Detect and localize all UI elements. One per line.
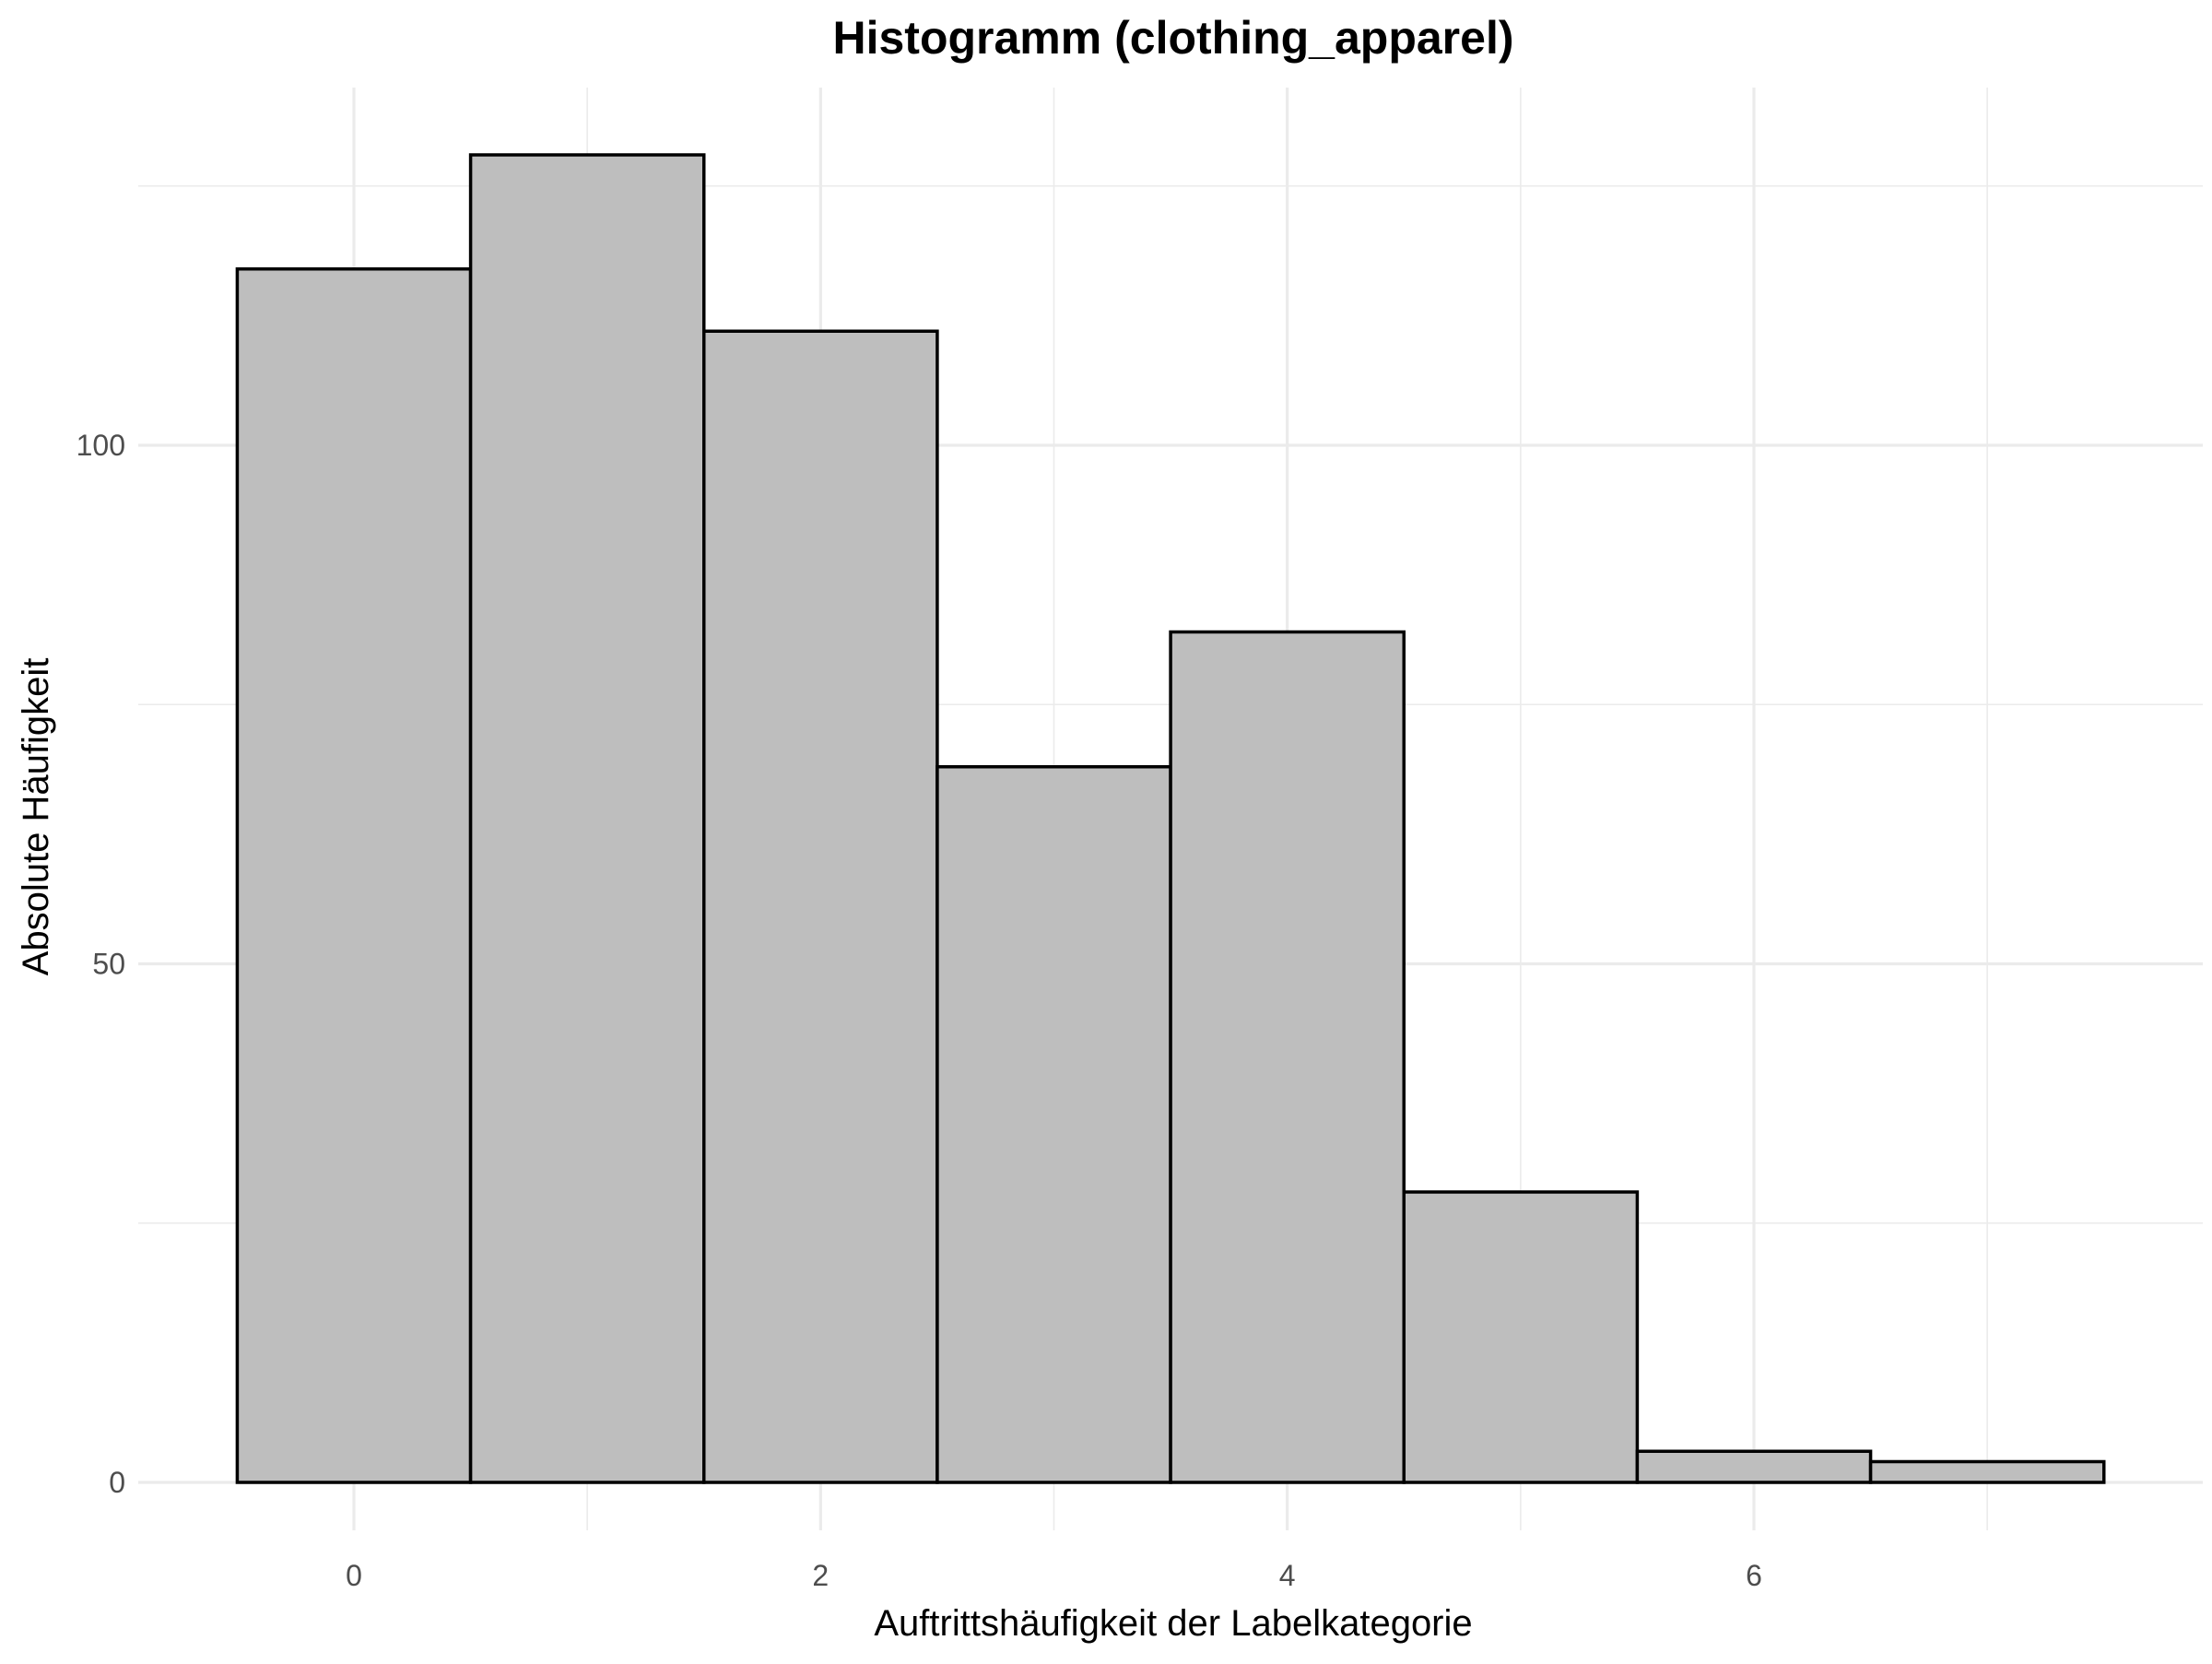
x-tick-label: 2	[812, 1559, 829, 1592]
histogram-bar	[1402, 1190, 1640, 1484]
histogram-bar	[1169, 630, 1406, 1484]
x-axis-title: Auftrittshäufigkeit der Labelkategorie	[874, 1603, 1472, 1644]
x-tick-label: 0	[346, 1559, 362, 1592]
histogram-bar	[235, 267, 473, 1484]
histogram-bar	[1635, 1449, 1873, 1484]
histogram-bar	[1868, 1459, 2106, 1484]
histogram-bar	[468, 153, 706, 1484]
histogram-bar	[702, 329, 939, 1484]
x-tick-label: 6	[1746, 1559, 1762, 1592]
y-tick-label: 50	[92, 948, 125, 981]
y-tick-label: 0	[109, 1466, 125, 1499]
histogram-bar	[935, 765, 1172, 1484]
y-tick-label: 100	[76, 429, 125, 462]
tick-labels: 0 2 4 6 0 50 100	[76, 429, 1762, 1592]
chart-title: Histogramm (clothing_apparel)	[833, 12, 1514, 64]
histogram-bars	[235, 153, 2106, 1484]
x-tick-label: 4	[1279, 1559, 1296, 1592]
y-axis-title: Absolute Häufigkeit	[16, 658, 56, 976]
